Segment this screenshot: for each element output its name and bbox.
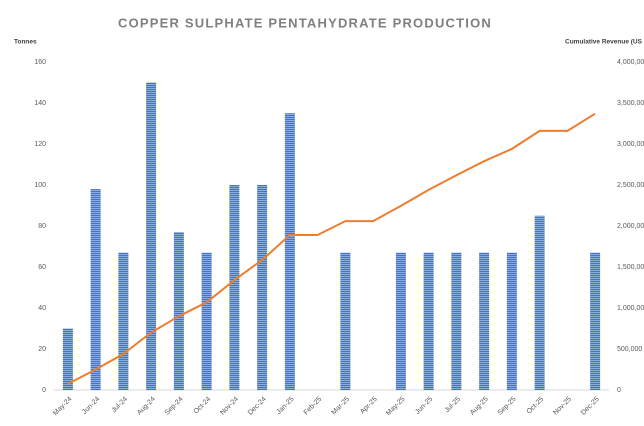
- bar: [62, 328, 73, 390]
- x-tick-label: Oct-24: [193, 396, 213, 416]
- x-tick-label: Jul-24: [111, 396, 130, 415]
- x-tick-label: Jul-25: [444, 396, 463, 415]
- bar: [257, 185, 268, 390]
- x-tick-label: Jan-25: [276, 396, 296, 416]
- y2-tick-label: 3,000,000: [617, 141, 644, 148]
- x-tick-label: Jun-24: [81, 396, 101, 416]
- y-tick-label: 100: [34, 182, 46, 189]
- x-tick-label: Aug-25: [469, 396, 490, 417]
- x-tick-label: Nov-24: [219, 396, 240, 417]
- line: [67, 112, 596, 385]
- y2-axis-title: Cumulative Revenue (US: [565, 39, 643, 46]
- x-tick-label: Nov-25: [552, 396, 573, 417]
- x-tick-label: Aug-24: [136, 396, 157, 417]
- bar: [229, 185, 240, 390]
- x-tick-label: Feb-25: [303, 396, 324, 417]
- x-tick-label: Mar-25: [330, 396, 351, 417]
- y2-tick-label: 1,000,000: [617, 305, 644, 312]
- y-tick-label: 140: [34, 100, 46, 107]
- y2-tick-label: 4,000,000: [617, 59, 644, 66]
- bar: [590, 252, 601, 390]
- y-tick-label: 80: [38, 223, 46, 230]
- y2-tick-label: 1,500,000: [617, 264, 644, 271]
- y2-tick-label: 2,500,000: [617, 182, 644, 189]
- bar: [479, 252, 490, 390]
- x-tick-label: Jun-25: [414, 396, 434, 416]
- bar: [506, 252, 517, 390]
- y2-tick-label: 3,500,000: [617, 100, 644, 107]
- y-tick-label: 60: [38, 264, 46, 271]
- chart-title: COPPER SULPHATE PENTAHYDRATE PRODUCTION: [118, 15, 492, 30]
- bar: [146, 82, 157, 390]
- bar: [284, 113, 295, 390]
- y-tick-label: 0: [42, 387, 46, 394]
- bar: [451, 252, 462, 390]
- y-tick-label: 40: [38, 305, 46, 312]
- bar: [534, 215, 545, 390]
- x-tick-label: Sep-25: [497, 396, 518, 417]
- x-tick-label: Oct-25: [526, 396, 546, 416]
- y-tick-label: 160: [34, 59, 46, 66]
- y-tick-label: 20: [38, 346, 46, 353]
- x-tick-label: Dec-24: [247, 396, 268, 417]
- bar: [90, 189, 101, 390]
- x-tick-label: May-25: [385, 396, 407, 418]
- bar: [173, 232, 184, 390]
- bar: [423, 252, 434, 390]
- x-tick-label: May-24: [52, 396, 74, 418]
- y-tick-label: 120: [34, 141, 46, 148]
- y-axis-title: Tonnes: [14, 39, 37, 46]
- bar: [395, 252, 406, 390]
- x-tick-label: Sep-24: [164, 396, 185, 417]
- bar: [118, 252, 129, 390]
- bar: [340, 252, 351, 390]
- x-tick-label: Dec-25: [580, 396, 601, 417]
- y2-tick-label: 500,000: [617, 346, 642, 353]
- x-tick-label: Apr-25: [359, 396, 379, 416]
- y2-tick-label: 0: [617, 387, 621, 394]
- y2-tick-label: 2,000,000: [617, 223, 644, 230]
- bar: [201, 252, 212, 390]
